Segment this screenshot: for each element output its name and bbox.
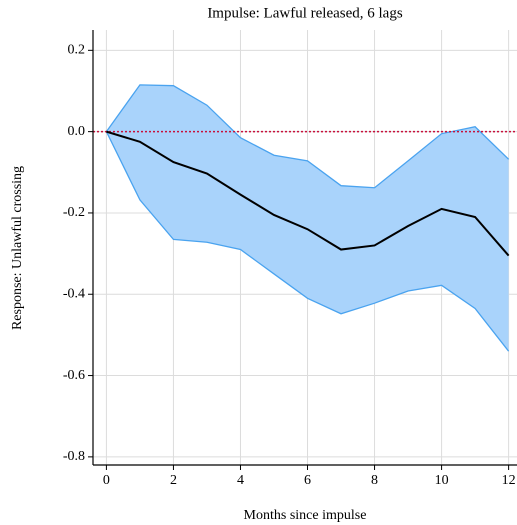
y-tick-label: -0.2	[63, 205, 85, 220]
x-tick-label: 12	[502, 473, 516, 488]
y-tick-label: -0.4	[63, 286, 85, 301]
x-axis-label: Months since impulse	[244, 508, 367, 523]
y-tick-label: 0.2	[68, 43, 86, 58]
y-tick-label: -0.6	[63, 368, 85, 383]
x-tick-label: 2	[170, 473, 177, 488]
band-edge	[105, 131, 510, 352]
line	[106, 130, 510, 257]
y-tick-label: -0.8	[63, 449, 85, 464]
x-tick-label: 8	[371, 473, 378, 488]
y-tick-label: 0.0	[68, 124, 86, 139]
x-tick-label: 0	[103, 473, 110, 488]
y-axis-label: Response: Unlawful crossing	[10, 166, 25, 330]
band-edge	[105, 84, 510, 189]
x-tick-label: 6	[304, 473, 311, 488]
x-tick-label: 10	[435, 473, 449, 488]
x-tick-label: 4	[237, 473, 244, 488]
chart-title: Impulse: Lawful released, 6 lags	[207, 5, 403, 21]
confidence-band	[106, 84, 509, 352]
